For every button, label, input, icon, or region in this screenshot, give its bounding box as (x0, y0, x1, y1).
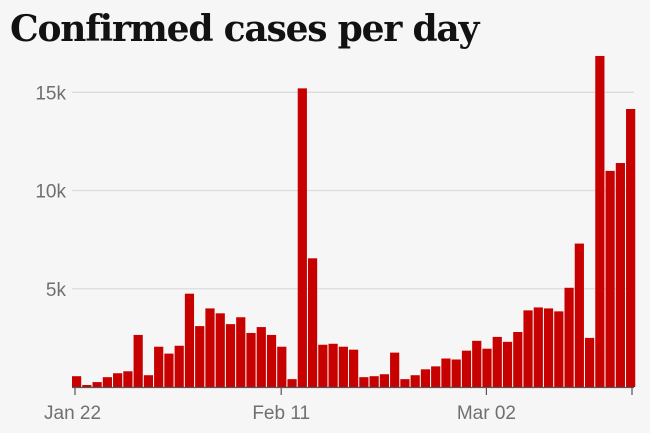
bar (400, 379, 410, 387)
bar (215, 313, 225, 387)
x-tick-label: Mar 02 (457, 403, 516, 424)
bar (256, 327, 266, 387)
bar (595, 55, 605, 388)
bar (359, 377, 369, 387)
bar (461, 350, 472, 387)
bar (297, 88, 307, 387)
bars (72, 55, 636, 388)
y-tick-label: 5k (46, 280, 67, 301)
bar (328, 343, 338, 387)
bar (451, 359, 461, 387)
bar (164, 353, 174, 387)
bar (533, 307, 543, 387)
bar (390, 352, 400, 387)
bar (143, 375, 154, 387)
bar (338, 346, 348, 387)
bar (379, 374, 389, 387)
bar (431, 366, 441, 387)
bar (72, 376, 82, 387)
bar (225, 324, 236, 387)
bar (441, 358, 451, 387)
bar (113, 373, 123, 387)
bar (123, 371, 133, 387)
y-axis-tick-labels: 5k 10k 15k (35, 83, 66, 300)
bar (205, 308, 215, 387)
bar (236, 317, 246, 387)
bar (492, 336, 502, 387)
bar (605, 170, 615, 387)
bar (133, 334, 143, 387)
bar (82, 385, 92, 387)
bar (564, 287, 574, 387)
chart-title: Confirmed cases per day (10, 8, 479, 50)
bar (615, 163, 625, 387)
bar (92, 382, 102, 387)
bar (410, 375, 420, 387)
bar (420, 369, 431, 387)
bar (482, 348, 492, 387)
y-tick-label: 10k (35, 182, 66, 203)
bar (626, 108, 636, 388)
bar (585, 337, 595, 387)
bar (184, 293, 195, 387)
bar (349, 349, 359, 387)
x-tick-label: Feb 11 (252, 403, 310, 424)
bar (543, 308, 554, 387)
gridlines (72, 91, 634, 290)
bar (369, 376, 379, 387)
bar (195, 326, 205, 387)
bar (554, 311, 564, 387)
bar (174, 345, 184, 387)
bar (246, 332, 256, 387)
x-axis-tick-labels: Jan 22 Feb 11 Mar 02 (44, 387, 633, 424)
bar (154, 346, 164, 387)
y-tick-label: 15k (35, 83, 66, 104)
bar (513, 331, 523, 387)
bar (523, 310, 533, 387)
bar (318, 344, 328, 387)
x-tick-label: Jan 22 (44, 403, 101, 424)
bar (574, 243, 584, 387)
bar (102, 377, 112, 387)
bar (472, 340, 482, 387)
bar (307, 258, 318, 387)
bar (287, 379, 297, 387)
bar (266, 334, 277, 387)
bar (277, 346, 287, 387)
bar (502, 341, 513, 387)
